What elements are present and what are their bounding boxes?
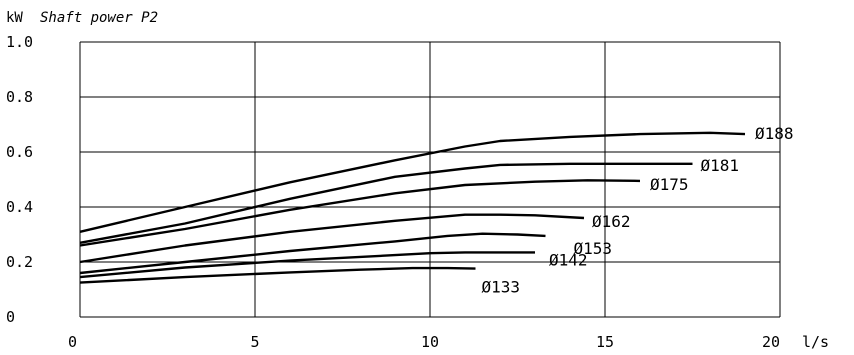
y-tick-label: 0 — [6, 308, 15, 326]
series-line — [79, 131, 746, 233]
y-tick-label: 0.8 — [6, 88, 33, 106]
y-tick-labels: 0 0.2 0.4 0.6 0.8 1.0 — [6, 33, 33, 326]
series-label: Ø153 — [574, 239, 613, 258]
y-tick-label: 0.6 — [6, 143, 33, 161]
y-axis-unit: kW — [6, 10, 23, 26]
y-tick-label: 0.4 — [6, 198, 33, 216]
series-label: Ø162 — [592, 212, 631, 231]
x-tick-label: 0 — [68, 333, 77, 351]
series-label: Ø133 — [482, 278, 521, 297]
x-axis-unit: l/s — [802, 333, 829, 351]
series-line — [79, 179, 641, 247]
grid — [79, 41, 781, 318]
x-tick-label: 20 — [762, 333, 780, 351]
x-tick-label: 5 — [250, 333, 259, 351]
chart-title: Shaft power P2 — [40, 10, 158, 26]
series-line — [79, 266, 476, 284]
series-line — [79, 251, 535, 279]
series-label: Ø188 — [755, 124, 794, 143]
series-line — [79, 162, 693, 244]
x-tick-label: 15 — [596, 333, 614, 351]
series-label: Ø175 — [650, 175, 689, 194]
y-tick-label: 0.2 — [6, 253, 33, 271]
series-lines — [79, 131, 746, 284]
series-label: Ø142 — [549, 250, 588, 269]
series-line — [79, 232, 546, 275]
x-tick-labels: 0 5 10 15 20 — [68, 333, 780, 351]
series-line — [79, 213, 585, 264]
y-tick-label: 1.0 — [6, 33, 33, 51]
x-tick-label: 10 — [421, 333, 439, 351]
series-label: Ø181 — [701, 156, 740, 175]
